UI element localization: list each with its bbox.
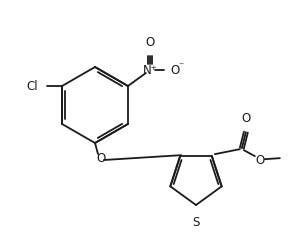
Text: Cl: Cl [26, 79, 38, 92]
Text: O: O [96, 152, 106, 166]
Text: O: O [170, 64, 179, 77]
Text: O: O [145, 36, 155, 49]
Text: S: S [192, 216, 200, 229]
Text: ⁻: ⁻ [178, 61, 183, 71]
Text: O: O [241, 112, 250, 125]
Text: O: O [255, 154, 265, 167]
Text: N⁺: N⁺ [143, 64, 157, 77]
